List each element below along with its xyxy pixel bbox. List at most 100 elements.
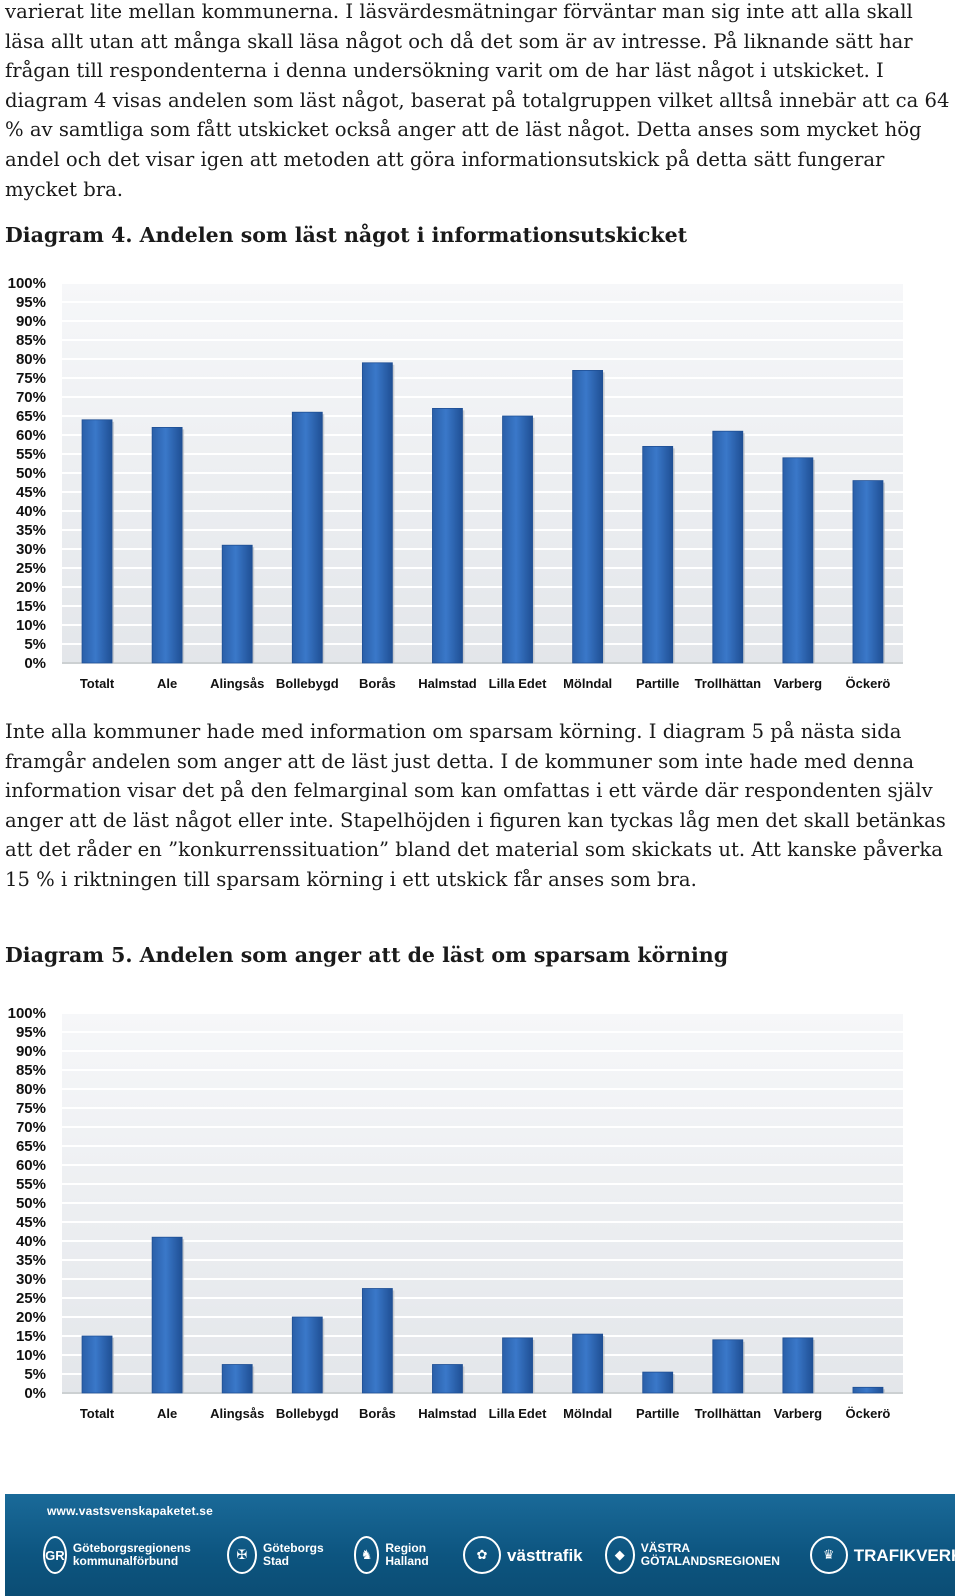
category-label: Borås [359,1406,396,1421]
y-tick-label: 0% [24,1385,46,1402]
category-label: Totalt [80,676,115,691]
y-tick-label: 5% [24,1366,46,1383]
y-tick-label: 15% [16,598,46,615]
category-label: Trollhättan [695,676,762,691]
category-label: Halmstad [418,676,477,691]
bar-varberg [782,457,814,664]
partner-logo-text: Region Halland [385,1541,429,1568]
y-tick-label: 85% [16,332,46,349]
category-label: Partille [636,1406,679,1421]
bar-totalt [81,419,113,664]
bar-ale [151,1236,183,1394]
partner-logo-text: TRAFIKVERKET [853,1545,960,1565]
y-tick-label: 80% [16,1081,46,1098]
bar-lilla-edet [502,415,533,664]
y-tick-label: 95% [16,1024,46,1041]
footer-banner: www.vastsvenskapaketet.se GR Göteborgsreg… [5,1494,960,1596]
y-tick-label: 65% [16,408,46,425]
y-tick-label: 50% [16,1195,46,1212]
category-label: Trollhättan [695,1406,762,1421]
y-tick-label: 5% [24,636,46,653]
y-tick-label: 40% [16,1233,46,1250]
y-tick-label: 90% [16,313,46,330]
vastra-gotaland-icon: ◆ [604,1536,635,1574]
y-tick-label: 70% [16,389,46,406]
category-label: Bollebygd [276,676,339,691]
y-tick-label: 10% [16,617,46,634]
y-tick-label: 60% [16,427,46,444]
category-label: Lilla Edet [489,676,547,691]
y-tick-label: 20% [16,579,46,596]
bar-mölndal [572,370,604,664]
bar-lilla-edet [502,1337,533,1394]
y-tick-label: 80% [16,351,46,368]
bar-öckerö [852,480,884,664]
category-label: Mölndal [563,676,612,691]
y-tick-label: 25% [16,560,46,577]
diagram-5-chart: 0% 5% 10% 15% 20% 25% 30% 35% 40% 45% 50% 55% 60% 65%… [0,998,960,1428]
category-label: Lilla Edet [489,1406,547,1421]
partner-logo-text: västtrafik [507,1545,583,1565]
vasttrafik-icon: ✿ [463,1536,502,1574]
partner-logo: ✠ Göteborgs Stad [227,1536,332,1574]
y-tick-label: 75% [16,1100,46,1117]
y-tick-label: 85% [16,1062,46,1079]
y-tick-label: 30% [16,1271,46,1288]
bar-alingsås [221,544,253,664]
trafikverket-icon: ♛ [809,1536,848,1574]
bar-halmstad [432,1364,463,1394]
paragraph-intro: varierat lite mellan kommunerna. I läsvä… [5,0,950,201]
partner-logo: ◆ VÄSTRA GÖTALANDSREGIONEN [604,1536,788,1574]
y-tick-label: 15% [16,1328,46,1345]
bar-totalt [81,1335,113,1394]
goteborg-crest-icon: ✠ [227,1536,257,1574]
category-label: Alingsås [210,676,264,691]
paragraph-sparsam: Inte alla kommuner hade med information … [5,720,946,891]
y-tick-label: 10% [16,1347,46,1364]
bar-borås [361,362,393,664]
y-tick-label: 20% [16,1309,46,1326]
region-halland-icon: ♞ [353,1536,380,1574]
bar-trollhättan [712,1339,744,1394]
y-tick-label: 100% [8,1005,46,1022]
category-label: Partille [636,676,679,691]
partner-logos: GR Göteborgsregionens kommunalförbund ✠ Göt… [43,1536,960,1574]
bar-partille [642,1371,674,1394]
bar-partille [642,445,674,664]
y-tick-label: 30% [16,541,46,558]
y-tick-label: 70% [16,1119,46,1136]
bar-alingsås [221,1364,253,1394]
category-label: Öckerö [846,676,891,691]
category-label: Ale [157,676,177,691]
footer-url[interactable]: www.vastsvenskapaketet.se [47,1504,213,1518]
category-label: Öckerö [846,1406,891,1421]
bar-öckerö [852,1386,884,1394]
category-label: Varberg [774,1406,822,1421]
y-tick-label: 95% [16,294,46,311]
y-tick-label: 60% [16,1157,46,1174]
partner-logo: ♞ Region Halland [353,1536,441,1574]
partner-logo: ♛TRAFIKVERKET [809,1536,960,1574]
y-tick-label: 90% [16,1043,46,1060]
y-tick-label: 55% [16,1176,46,1193]
diagram-4-caption: Diagram 4. Andelen som läst något i info… [5,223,688,247]
category-label: Varberg [774,676,822,691]
y-tick-label: 35% [16,1252,46,1269]
y-tick-label: 45% [16,484,46,501]
y-tick-label: 75% [16,370,46,387]
bar-ale [151,426,183,664]
y-tick-label: 55% [16,446,46,463]
y-tick-label: 45% [16,1214,46,1231]
partner-logo-text: VÄSTRA GÖTALANDSREGIONEN [640,1541,780,1568]
category-label: Ale [157,1406,177,1421]
category-label: Alingsås [210,1406,264,1421]
category-label: Halmstad [418,1406,477,1421]
bar-bollebygd [291,411,323,664]
y-tick-label: 50% [16,465,46,482]
bar-bollebygd [291,1316,323,1394]
category-label: Bollebygd [276,1406,339,1421]
y-tick-label: 40% [16,503,46,520]
partner-logo-text: Göteborgs Stad [262,1541,324,1568]
y-tick-label: 25% [16,1290,46,1307]
partner-logo: ✿ västtrafik [463,1536,583,1574]
